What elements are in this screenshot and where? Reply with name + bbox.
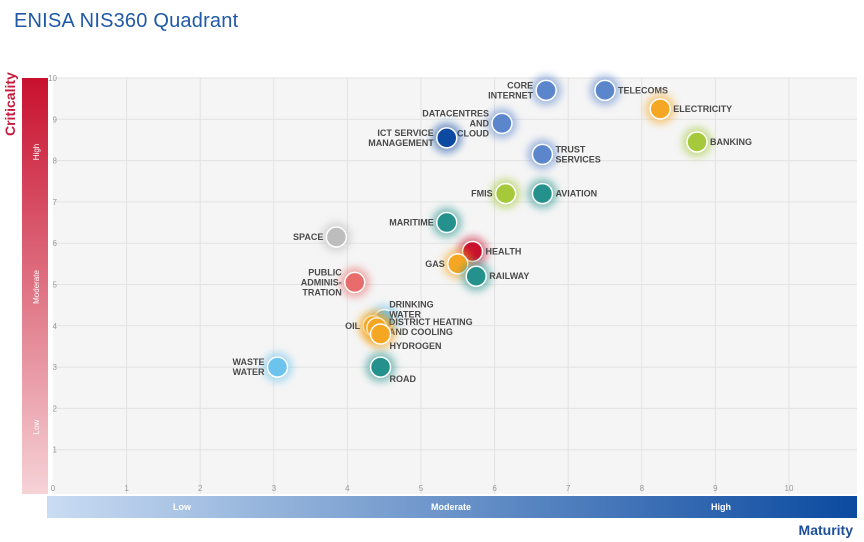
point-label: HYDROGEN xyxy=(390,341,442,351)
point-marker[interactable] xyxy=(649,98,671,120)
point-label: HEALTH xyxy=(486,246,522,256)
point-space[interactable]: SPACE xyxy=(293,222,352,253)
x-tick-label: 4 xyxy=(345,484,350,493)
point-label: TELECOMS xyxy=(618,85,668,95)
point-label: DRINKING WATER xyxy=(389,300,434,320)
point-label: WASTE WATER xyxy=(232,357,265,377)
chart-title: ENISA NIS360 Quadrant xyxy=(14,10,239,32)
point-ict-service-management[interactable]: ICT SERVICE MANAGEMENT xyxy=(368,122,462,153)
point-label: ROAD xyxy=(390,374,417,384)
point-marker[interactable] xyxy=(369,356,392,378)
point-label: ELECTRICITY xyxy=(673,104,732,114)
x-tick-label: 2 xyxy=(198,484,203,493)
y-band-moderate: Moderate xyxy=(32,270,41,304)
x-tick-label: 5 xyxy=(419,484,424,493)
point-label: MARITIME xyxy=(389,218,434,228)
point-marker[interactable] xyxy=(325,226,348,248)
point-label: TRUST SERVICES xyxy=(555,144,600,164)
point-datacentres-and-cloud[interactable]: DATACENTRES AND CLOUD xyxy=(422,108,517,139)
maturity-scale-bar xyxy=(47,496,857,518)
x-tick-label: 3 xyxy=(272,484,277,493)
x-tick-label: 0 xyxy=(51,484,56,493)
point-label: RAILWAY xyxy=(489,271,529,281)
y-axis-title: Criticality xyxy=(2,72,18,136)
point-marker[interactable] xyxy=(266,356,289,378)
point-label: BANKING xyxy=(710,137,752,147)
y-tick-label: 2 xyxy=(53,404,58,413)
point-label: PUBLIC ADMINIS-TRATION xyxy=(301,267,343,297)
criticality-scale-bar xyxy=(22,78,48,494)
point-railway[interactable]: RAILWAY xyxy=(461,261,529,292)
point-label: GAS xyxy=(425,259,445,269)
x-band-low: Low xyxy=(173,502,192,512)
point-aviation[interactable]: AVIATION xyxy=(527,178,597,209)
y-tick-label: 1 xyxy=(53,446,58,455)
point-marker[interactable] xyxy=(531,143,554,166)
point-marker[interactable] xyxy=(436,211,458,234)
point-label: AVIATION xyxy=(555,189,597,199)
point-label: FMIS xyxy=(471,189,493,199)
point-banking[interactable]: BANKING xyxy=(682,127,752,158)
y-tick-label: 5 xyxy=(53,281,58,290)
x-tick-label: 9 xyxy=(713,484,718,493)
point-maritime[interactable]: MARITIME xyxy=(389,207,462,238)
point-marker[interactable] xyxy=(686,131,708,153)
point-marker[interactable] xyxy=(535,79,557,102)
point-public-adminis-tration[interactable]: PUBLIC ADMINIS-TRATION xyxy=(301,267,370,298)
point-marker[interactable] xyxy=(531,182,554,205)
y-tick-label: 6 xyxy=(53,239,58,248)
point-marker[interactable] xyxy=(344,271,366,294)
y-tick-label: 3 xyxy=(53,363,58,372)
point-core-internet[interactable]: CORE INTERNET xyxy=(488,75,562,106)
point-trust-services[interactable]: TRUST SERVICES xyxy=(527,139,601,170)
y-tick-label: 8 xyxy=(53,157,58,166)
point-label: CORE INTERNET xyxy=(488,80,534,100)
point-electricity[interactable]: ELECTRICITY xyxy=(645,93,732,124)
point-marker[interactable] xyxy=(494,182,517,205)
point-label: SPACE xyxy=(293,232,323,242)
x-tick-label: 10 xyxy=(785,484,794,493)
x-band-moderate: Moderate xyxy=(431,502,471,512)
point-marker[interactable] xyxy=(465,265,487,287)
y-tick-label: 7 xyxy=(53,198,58,207)
y-tick-label: 10 xyxy=(48,74,57,83)
y-band-high: High xyxy=(32,144,41,160)
point-road[interactable]: ROAD xyxy=(365,352,417,384)
point-telecoms[interactable]: TELECOMS xyxy=(590,75,668,106)
point-label: DATACENTRES AND CLOUD xyxy=(422,108,489,138)
point-marker[interactable] xyxy=(491,112,513,135)
y-band-low: Low xyxy=(32,419,41,434)
point-marker[interactable] xyxy=(436,127,458,149)
point-fmis[interactable]: FMIS xyxy=(471,178,521,209)
point-marker[interactable] xyxy=(594,79,616,102)
point-label: DISTRICT HEATING AND COOLING xyxy=(389,317,473,337)
x-tick-label: 1 xyxy=(124,484,129,493)
point-hydrogen[interactable]: HYDROGEN xyxy=(365,319,442,351)
x-tick-label: 6 xyxy=(492,484,497,493)
point-label: ICT SERVICE MANAGEMENT xyxy=(368,128,434,148)
point-marker[interactable] xyxy=(369,323,392,345)
x-tick-label: 7 xyxy=(566,484,571,493)
y-tick-label: 4 xyxy=(53,322,58,331)
x-tick-label: 8 xyxy=(640,484,645,493)
point-waste-water[interactable]: WASTE WATER xyxy=(232,352,293,383)
x-band-high: High xyxy=(711,502,731,512)
point-label: OIL xyxy=(345,321,361,331)
y-tick-label: 9 xyxy=(53,115,58,124)
x-axis-title: Maturity xyxy=(799,522,854,538)
